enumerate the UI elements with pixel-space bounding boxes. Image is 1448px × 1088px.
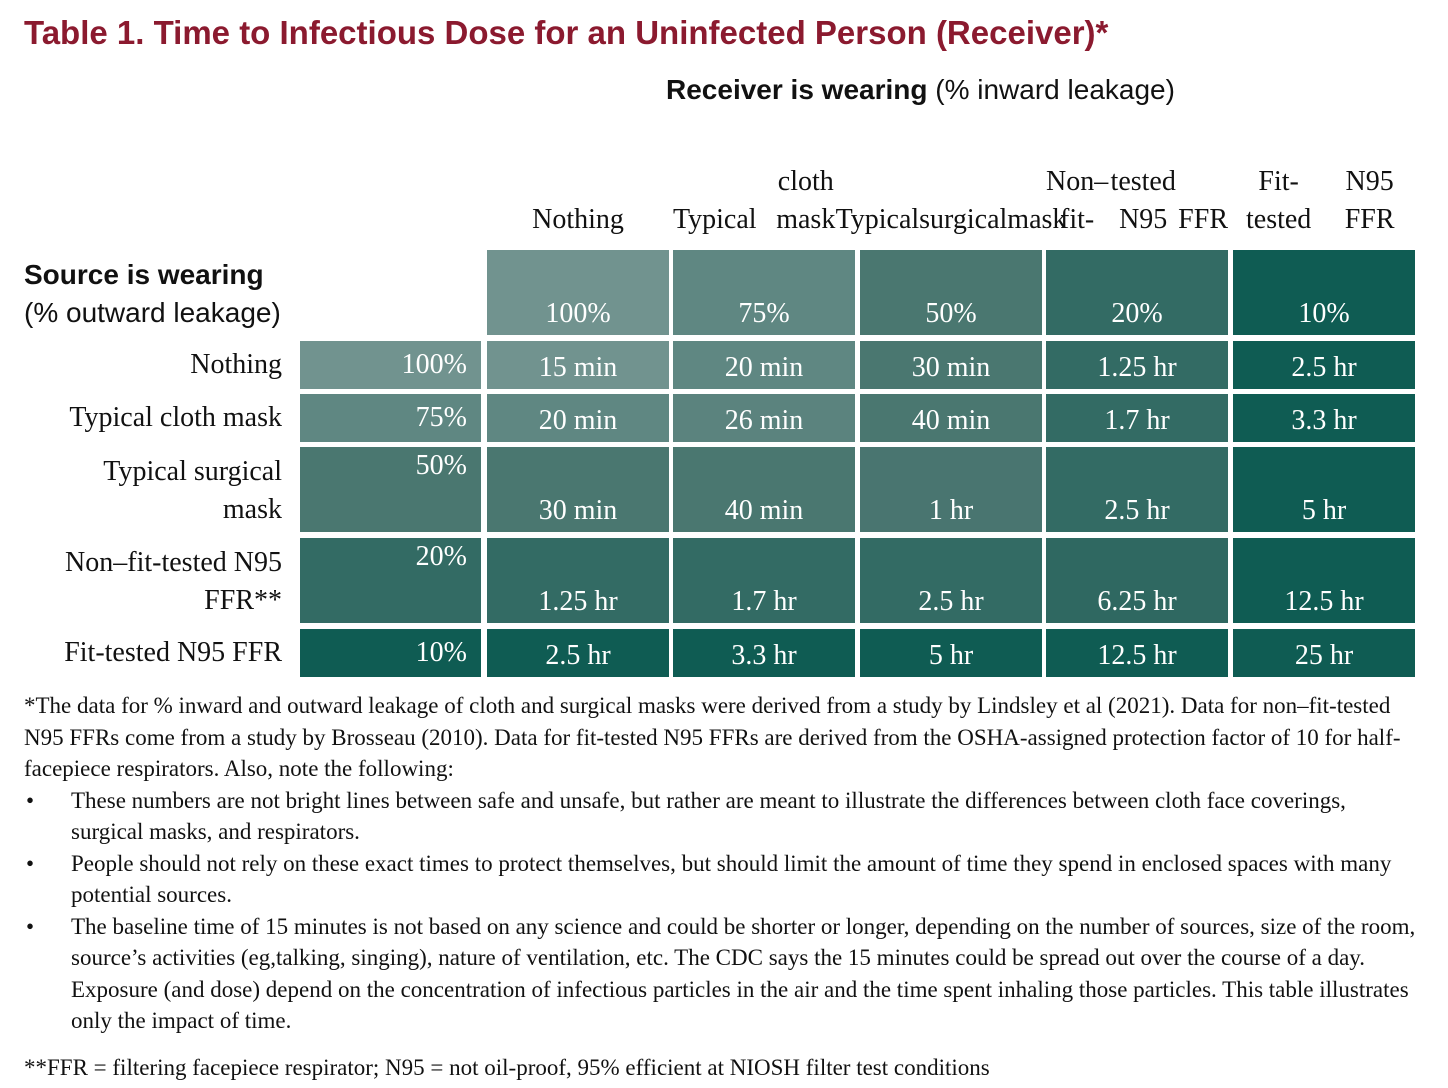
- column-header-label: tested N95: [1110, 166, 1176, 235]
- time-cell: 3.3 hr: [673, 629, 855, 677]
- column-header-label: FFR: [1178, 203, 1228, 235]
- column-header: Non–fit-tested N95 FFR: [1046, 128, 1228, 238]
- time-cell: 5 hr: [860, 629, 1042, 677]
- source-heading: Source is wearing (% outward leakage): [24, 256, 281, 332]
- table-title: Table 1. Time to Infectious Dose for an …: [24, 14, 1109, 51]
- ffr-footnote: **FFR = filtering facepiece respirator; …: [24, 1054, 990, 1080]
- column-header: Typical surgical mask: [836, 128, 1067, 238]
- row-label: Fit-tested N95 FFR: [20, 634, 282, 672]
- column-header: Typical cloth mask: [673, 128, 855, 238]
- time-cell: 1.25 hr: [487, 538, 669, 623]
- time-cell: 1.7 hr: [1046, 394, 1228, 442]
- row-leakage-cell: 10%: [300, 629, 481, 677]
- time-cell: 40 min: [860, 394, 1042, 442]
- row-label-text: FFR**: [204, 585, 282, 616]
- column-header-label: Nothing: [532, 203, 624, 235]
- receiver-heading-rest: (% inward leakage): [927, 74, 1175, 105]
- time-cell: 20 min: [487, 394, 669, 442]
- time-cell: 1.7 hr: [673, 538, 855, 623]
- row-label-text: Typical cloth mask: [69, 402, 282, 433]
- bullet-marker: •: [26, 850, 35, 876]
- time-cell: 30 min: [860, 341, 1042, 389]
- time-cell: 6.25 hr: [1046, 538, 1228, 623]
- time-cell: 12.5 hr: [1046, 629, 1228, 677]
- row-label-text: Fit-tested N95 FFR: [64, 637, 282, 668]
- notes-bullet: • These numbers are not bright lines betw…: [24, 785, 1419, 848]
- time-cell: 15 min: [487, 341, 669, 389]
- bullet-marker: •: [26, 913, 35, 939]
- time-cell: 5 hr: [1233, 447, 1415, 532]
- time-cell: 2.5 hr: [1233, 341, 1415, 389]
- source-heading-bold: Source is wearing: [24, 259, 264, 290]
- column-header-label: mask: [1007, 203, 1067, 235]
- column-header-label: Typical: [673, 203, 757, 235]
- receiver-heading-bold: Receiver is wearing: [666, 74, 928, 105]
- column-header-label: N95 FFR: [1344, 166, 1395, 235]
- notes-bullet: • People should not rely on these exact t…: [24, 848, 1419, 911]
- column-header-label: Non–fit-: [1046, 166, 1109, 235]
- row-leakage-cell: 75%: [300, 394, 481, 442]
- time-cell: 2.5 hr: [1046, 447, 1228, 532]
- column-leakage-cell: 50%: [860, 250, 1042, 335]
- column-header-label: cloth mask: [776, 166, 836, 235]
- column-header: Nothing: [487, 128, 669, 238]
- source-heading-rest: (% outward leakage): [24, 297, 281, 328]
- column-leakage-cell: 75%: [673, 250, 855, 335]
- notes-bullet-text: The baseline time of 15 minutes is not b…: [71, 913, 1416, 1034]
- column-leakage-cell: 10%: [1233, 250, 1415, 335]
- row-label: Non–fit-tested N95 FFR**: [20, 544, 282, 620]
- row-label-text: Typical surgical: [103, 456, 282, 487]
- notes-bullet-text: People should not rely on these exact ti…: [71, 850, 1392, 908]
- row-leakage-cell: 50%: [300, 447, 481, 532]
- notes-intro: *The data for % inward and outward leaka…: [24, 693, 1401, 781]
- column-header-label: surgical: [919, 203, 1008, 235]
- receiver-heading: Receiver is wearing (% inward leakage): [666, 74, 1175, 106]
- notes-bullet: • The baseline time of 15 minutes is not …: [24, 911, 1419, 1037]
- time-cell: 1.25 hr: [1046, 341, 1228, 389]
- column-header-label: Typical: [835, 203, 920, 235]
- bullet-marker: •: [26, 787, 35, 813]
- row-label-text: mask: [222, 494, 282, 525]
- time-cell: 1 hr: [860, 447, 1042, 532]
- row-leakage-cell: 100%: [300, 341, 481, 389]
- row-label: Nothing: [20, 346, 282, 384]
- time-cell: 26 min: [673, 394, 855, 442]
- time-cell: 40 min: [673, 447, 855, 532]
- row-label-text: Non–fit-tested N95: [65, 547, 282, 578]
- row-label-text: Nothing: [190, 349, 282, 380]
- column-header-label: Fit-tested: [1246, 166, 1312, 235]
- column-leakage-cell: 20%: [1046, 250, 1228, 335]
- row-leakage-cell: 20%: [300, 538, 481, 623]
- time-cell: 25 hr: [1233, 629, 1415, 677]
- row-label: Typical cloth mask: [20, 399, 282, 437]
- time-cell: 12.5 hr: [1233, 538, 1415, 623]
- row-label: Typical surgical mask: [20, 453, 282, 529]
- time-cell: 2.5 hr: [487, 629, 669, 677]
- time-cell: 30 min: [487, 447, 669, 532]
- time-cell: 20 min: [673, 341, 855, 389]
- time-cell: 3.3 hr: [1233, 394, 1415, 442]
- column-header: Fit-tested N95 FFR: [1233, 128, 1415, 238]
- notes-bullet-text: These numbers are not bright lines betwe…: [71, 787, 1346, 845]
- table-notes: *The data for % inward and outward leaka…: [24, 690, 1419, 1083]
- column-leakage-cell: 100%: [487, 250, 669, 335]
- time-cell: 2.5 hr: [860, 538, 1042, 623]
